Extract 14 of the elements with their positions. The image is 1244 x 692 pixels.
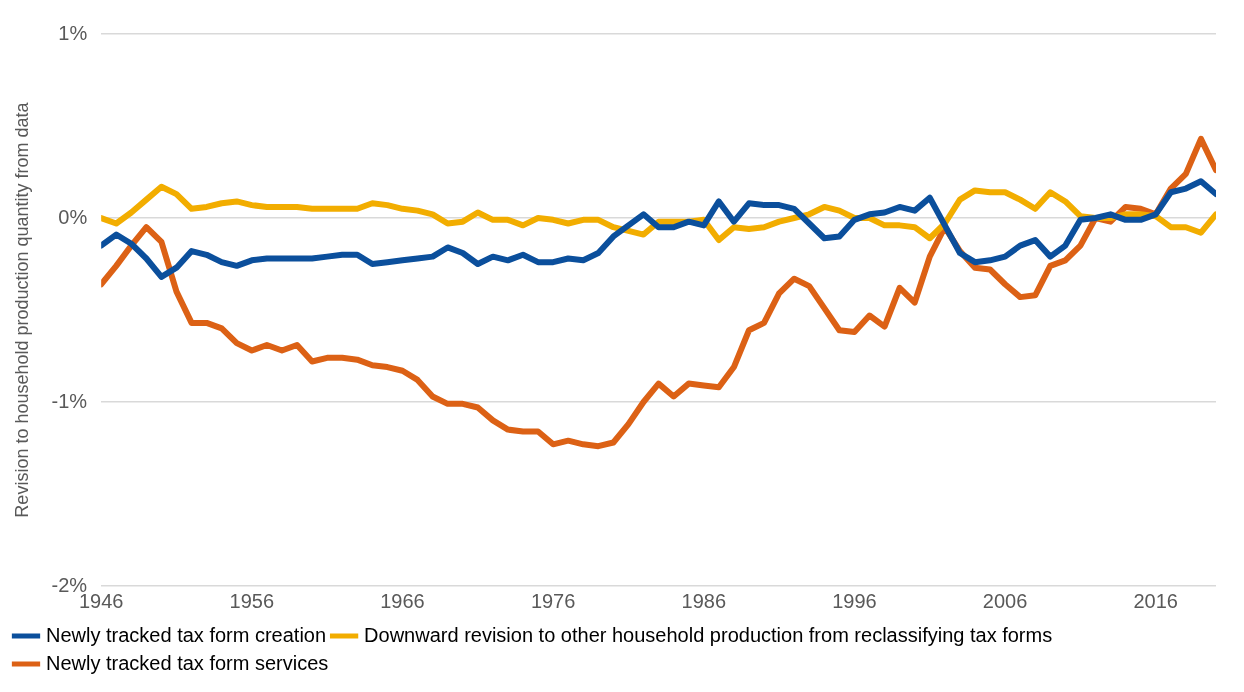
legend-label: Newly tracked tax form services [46, 651, 329, 674]
x-tick-label: 1996 [832, 589, 877, 612]
y-tick-label: 1% [58, 21, 88, 44]
x-tick-label: 2016 [1133, 589, 1178, 612]
x-tick-label: 1986 [681, 589, 727, 612]
x-tick-label: 1956 [229, 589, 275, 612]
y-axis-title: Revision to household production quantity from data [11, 101, 32, 518]
y-tick-label: -1% [51, 389, 88, 412]
legend-label: Downward revision to other household production from reclassifying tax forms [364, 623, 1053, 646]
x-tick-label: 1966 [380, 589, 425, 612]
y-tick-label: 0% [58, 205, 88, 228]
legend-label: Newly tracked tax form creation [46, 623, 327, 646]
x-tick-label: 1976 [530, 589, 576, 612]
x-tick-label: 2006 [982, 589, 1028, 612]
